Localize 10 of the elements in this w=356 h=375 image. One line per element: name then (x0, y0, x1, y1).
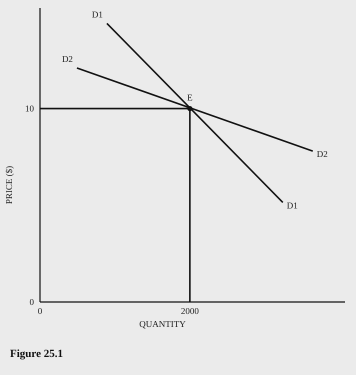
x-axis-title: QUANTITY (139, 319, 186, 329)
text: D1 (92, 9, 103, 20)
x-tick-label: 2000 (180, 306, 200, 316)
series-label: D2 (316, 149, 328, 160)
series-label: D1 (286, 200, 298, 210)
annotation: E (187, 92, 194, 103)
y-axis-title: PRICE ($) (4, 166, 14, 204)
text: Figure 25.1 (10, 348, 63, 360)
y-tick-label: 10 (25, 104, 34, 114)
text: D2 (62, 54, 73, 64)
